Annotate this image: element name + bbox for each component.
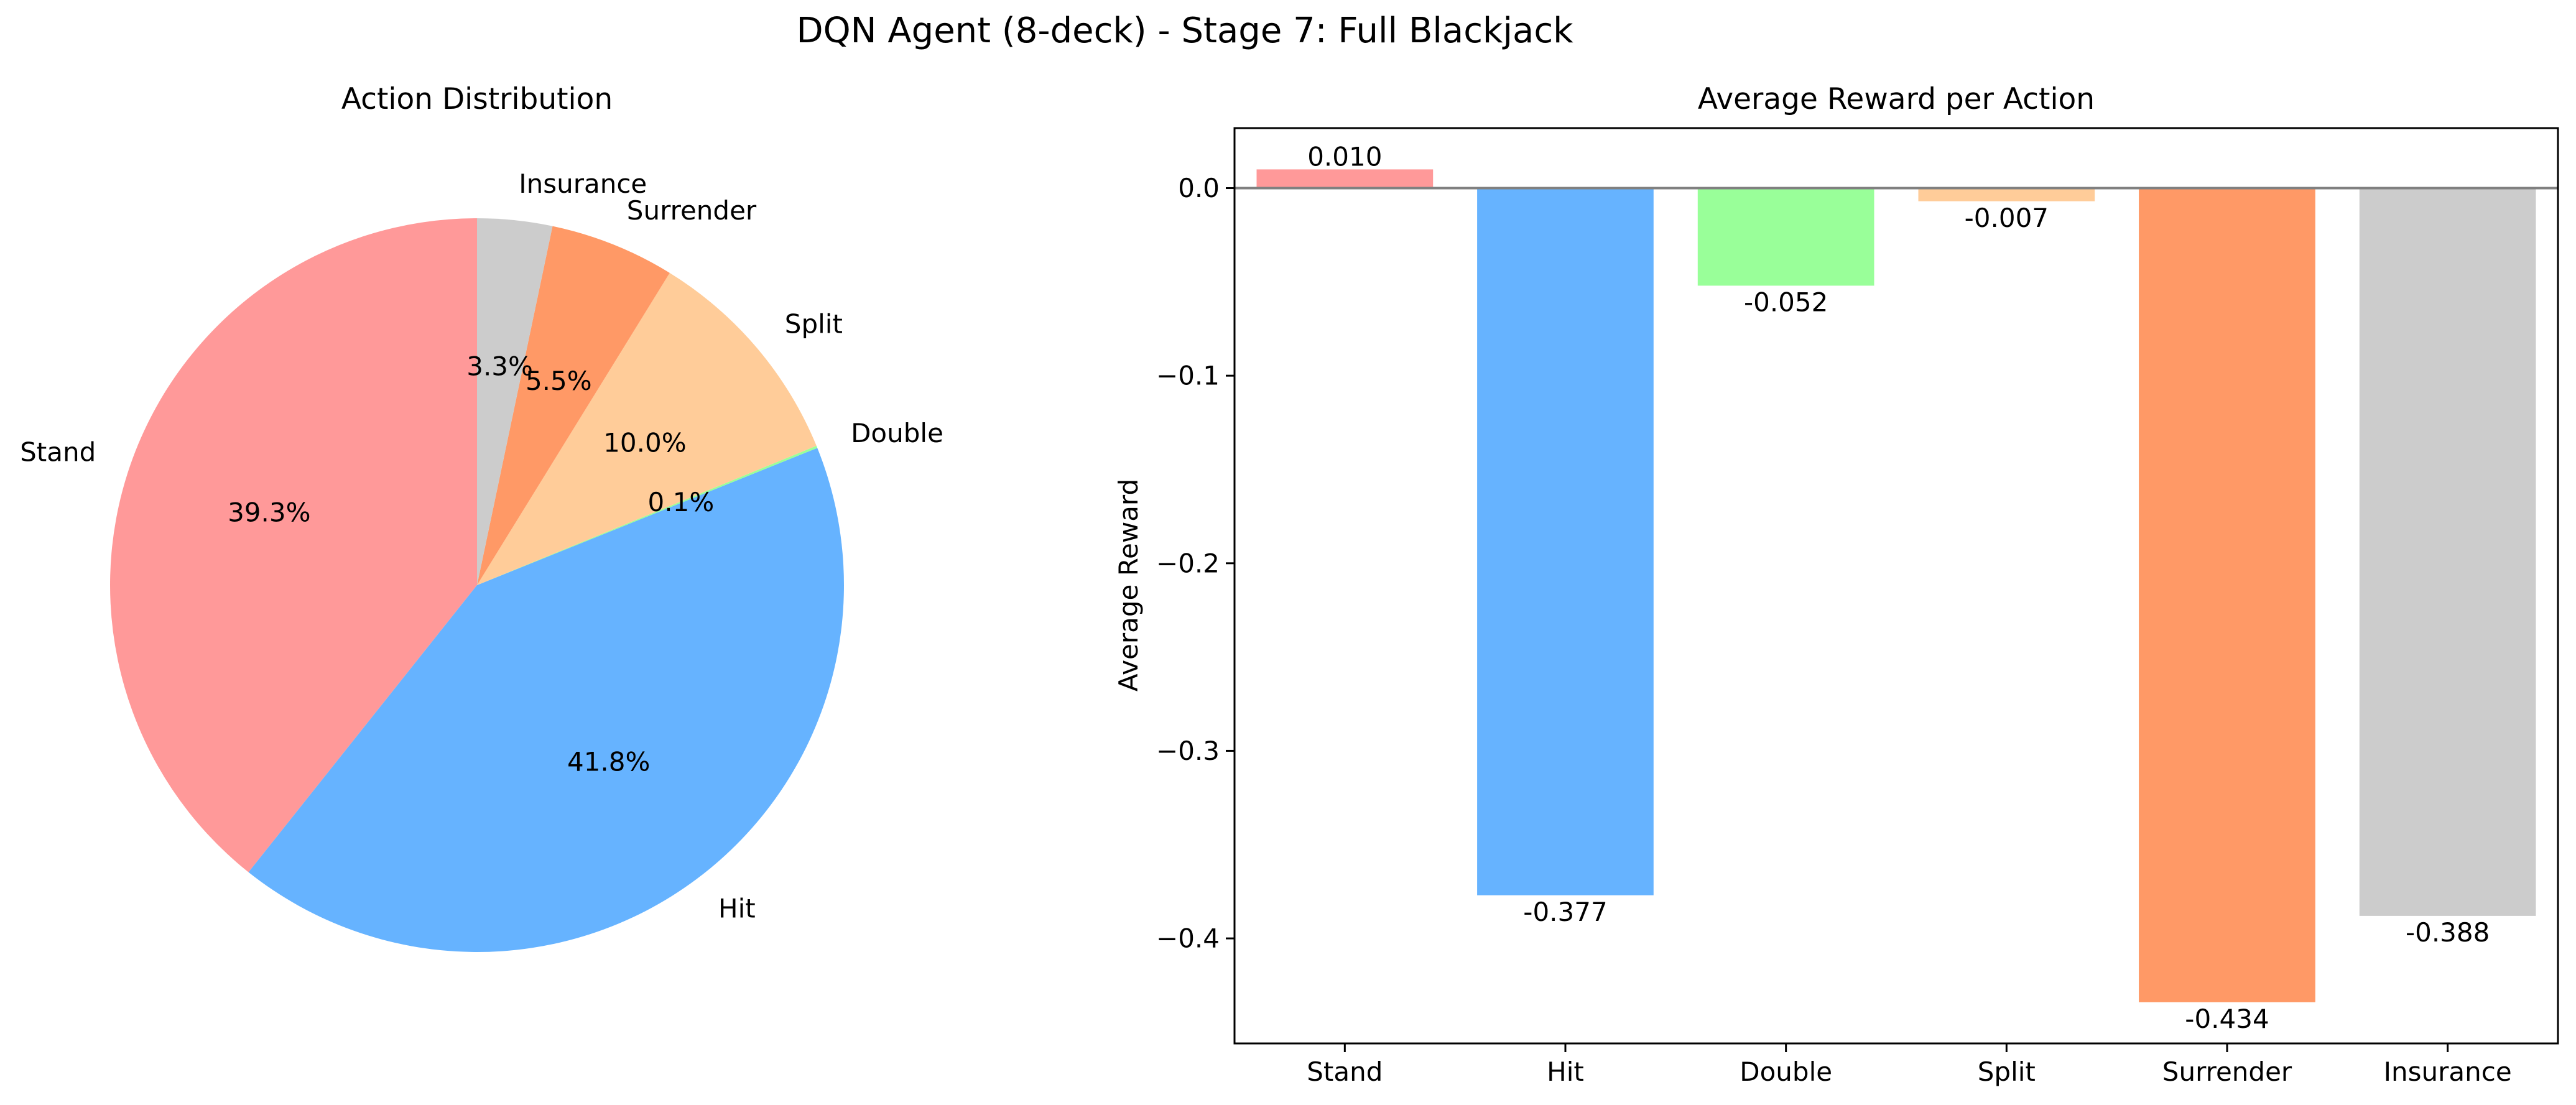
y-tick-label: −0.4 xyxy=(1156,923,1220,954)
bar-hit xyxy=(1477,188,1654,895)
bar-value-label-insurance: -0.388 xyxy=(2406,917,2490,948)
pie-chart-title: Action Distribution xyxy=(341,82,613,116)
pie-slice-split xyxy=(477,272,817,585)
pie-category-label-double: Double xyxy=(851,418,943,448)
pie-chart: Action Distribution Stand 39.3% Hit 41.8% Do… xyxy=(20,82,943,952)
pie-slice-double xyxy=(477,445,818,585)
pie-slice-surrender xyxy=(477,226,670,585)
pie-category-label-hit: Hit xyxy=(718,894,756,924)
x-tick-label-stand: Stand xyxy=(1307,1056,1383,1087)
bar-value-label-stand: 0.010 xyxy=(1307,141,1382,172)
x-tick-label-double: Double xyxy=(1740,1056,1832,1087)
bar-surrender xyxy=(2139,188,2315,1002)
bar-chart-title: Average Reward per Action xyxy=(1698,82,2095,116)
bar-stand xyxy=(1256,169,1434,188)
x-tick-label-split: Split xyxy=(1978,1056,2036,1087)
bar-split xyxy=(1918,188,2095,201)
bar-chart: Average Reward per Action Average Reward… xyxy=(1113,82,2559,1087)
y-tick-label: −0.1 xyxy=(1156,361,1220,391)
bar-value-label-surrender: -0.434 xyxy=(2185,1004,2269,1034)
bar-insurance xyxy=(2359,188,2536,916)
bar-value-label-hit: -0.377 xyxy=(1523,897,1607,927)
pie-percent-label-double: 0.1% xyxy=(648,487,715,517)
bar-value-label-split: -0.007 xyxy=(1965,203,2049,233)
pie-slices xyxy=(110,218,844,952)
pie-percent-label-stand: 39.3% xyxy=(228,497,310,528)
pie-percent-label-hit: 41.8% xyxy=(567,746,650,777)
y-tick-label: −0.3 xyxy=(1156,736,1220,766)
bar-axes-frame xyxy=(1233,127,2559,1045)
x-tick-label-insurance: Insurance xyxy=(2384,1056,2512,1087)
x-tick-label-surrender: Surrender xyxy=(2162,1056,2292,1087)
pie-percent-label-surrender: 5.5% xyxy=(526,366,592,396)
bar-value-label-double: -0.052 xyxy=(1744,287,1828,318)
pie-labels: Stand 39.3% Hit 41.8% Double 0.1% Split 10.0% Su… xyxy=(20,169,943,924)
figure-title: DQN Agent (8-deck) - Stage 7: Full Black… xyxy=(796,11,1573,51)
pie-category-label-insurance: Insurance xyxy=(519,169,647,199)
pie-slice-hit xyxy=(248,448,844,952)
bar-chart-y-axis-label: Average Reward xyxy=(1113,479,1144,691)
pie-slice-insurance xyxy=(477,218,553,585)
y-tick-label: −0.2 xyxy=(1156,548,1220,578)
pie-percent-label-insurance: 3.3% xyxy=(466,351,533,381)
y-tick-label: 0.0 xyxy=(1178,173,1220,203)
x-tick-label-hit: Hit xyxy=(1547,1056,1584,1087)
pie-category-label-split: Split xyxy=(785,309,843,340)
pie-category-label-stand: Stand xyxy=(20,437,96,467)
pie-percent-label-split: 10.0% xyxy=(603,427,686,458)
bar-double xyxy=(1697,188,1874,286)
bar-plot-area: 0.0 −0.1 −0.2 −0.3 −0.4 Stand 0.010 Hit -0.377 Do… xyxy=(1156,127,2559,1087)
pie-category-label-surrender: Surrender xyxy=(627,195,757,226)
pie-slice-stand xyxy=(110,218,478,872)
